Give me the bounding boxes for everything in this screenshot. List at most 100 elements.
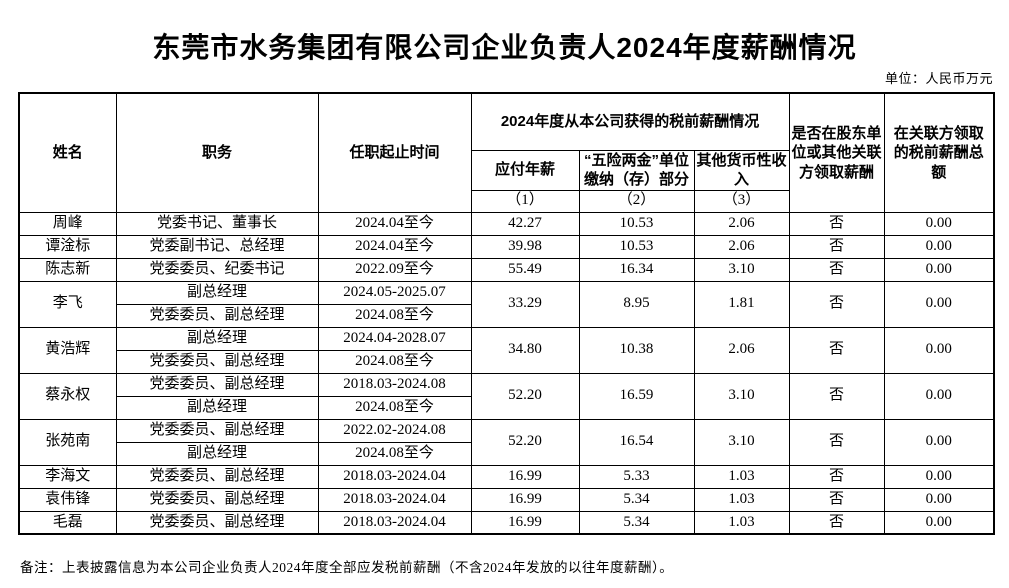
cell-position: 党委委员、纪委书记 bbox=[115, 257, 319, 282]
table-row: 蔡永权 党委委员、副总经理 2018.03-2024.08 52.20 16.5… bbox=[18, 372, 995, 420]
cell-insurance: 16.54 bbox=[578, 418, 695, 466]
cell-position: 党委委员、副总经理 bbox=[115, 510, 319, 535]
header-annual-salary: 应付年薪 bbox=[470, 149, 580, 191]
cell-related-total: 0.00 bbox=[883, 510, 995, 535]
table-subrow: 党委委员、副总经理 2024.08至今 bbox=[19, 349, 994, 374]
cell-term: 2024.04-2028.07 bbox=[317, 326, 472, 351]
header-salary-group: 2024年度从本公司获得的税前薪酬情况 bbox=[470, 92, 790, 151]
cell-shareholder: 否 bbox=[788, 326, 885, 374]
table-subheader-row: 应付年薪 “五险两金”单位缴纳（存）部分 其他货币性收入 bbox=[19, 149, 994, 191]
cell-related-total: 0.00 bbox=[883, 234, 995, 259]
cell-insurance: 10.53 bbox=[578, 234, 695, 259]
cell-insurance: 10.53 bbox=[578, 211, 695, 236]
footnote: 备注：上表披露信息为本公司企业负责人2024年度全部应发税前薪酬（不含2024年… bbox=[20, 560, 674, 575]
cell-term: 2018.03-2024.04 bbox=[317, 487, 472, 512]
table-row: 袁伟锋 党委委员、副总经理 2018.03-2024.04 16.99 5.34… bbox=[18, 487, 995, 512]
cell-shareholder: 否 bbox=[788, 510, 885, 535]
cell-name: 毛磊 bbox=[18, 510, 117, 535]
cell-insurance: 5.34 bbox=[578, 510, 695, 535]
table-row: 谭淦标 党委副书记、总经理 2024.04至今 39.98 10.53 2.06… bbox=[18, 234, 995, 259]
page-title: 东莞市水务集团有限公司企业负责人2024年度薪酬情况 bbox=[152, 32, 857, 63]
header-name: 姓名 bbox=[18, 92, 117, 213]
header-other-income: 其他货币性收入 bbox=[693, 149, 790, 191]
cell-other-income: 1.81 bbox=[693, 280, 790, 328]
cell-shareholder: 否 bbox=[788, 257, 885, 282]
cell-position: 党委委员、副总经理 bbox=[115, 349, 319, 374]
table-row: 李海文 党委委员、副总经理 2018.03-2024.04 16.99 5.33… bbox=[18, 464, 995, 489]
cell-shareholder: 否 bbox=[788, 464, 885, 489]
cell-annual-salary: 42.27 bbox=[470, 211, 580, 236]
cell-term: 2024.04至今 bbox=[317, 211, 472, 236]
header-term: 任职起止时间 bbox=[317, 92, 472, 213]
cell-annual-salary: 52.20 bbox=[470, 418, 580, 466]
cell-term: 2022.09至今 bbox=[317, 257, 472, 282]
cell-term: 2024.08至今 bbox=[317, 303, 472, 328]
cell-annual-salary: 16.99 bbox=[470, 510, 580, 535]
unit-note: 单位：人民币万元 bbox=[884, 71, 993, 86]
cell-annual-salary: 55.49 bbox=[470, 257, 580, 282]
cell-term: 2018.03-2024.08 bbox=[317, 372, 472, 397]
cell-position: 党委书记、董事长 bbox=[115, 211, 319, 236]
cell-insurance: 16.34 bbox=[578, 257, 695, 282]
cell-position: 党委委员、副总经理 bbox=[115, 372, 319, 397]
header-index-3: （3） bbox=[693, 189, 790, 213]
cell-insurance: 8.95 bbox=[578, 280, 695, 328]
table-subrow: 党委委员、副总经理 2024.08至今 bbox=[19, 303, 994, 328]
cell-shareholder: 否 bbox=[788, 372, 885, 420]
cell-other-income: 3.10 bbox=[693, 257, 790, 282]
cell-position: 党委委员、副总经理 bbox=[115, 464, 319, 489]
table-row: 周峰 党委书记、董事长 2024.04至今 42.27 10.53 2.06 否… bbox=[18, 211, 995, 236]
table-row: 李飞 副总经理 2024.05-2025.07 33.29 8.95 1.81 … bbox=[18, 280, 995, 328]
cell-name: 黄浩辉 bbox=[18, 326, 117, 374]
table-index-row: （1） （2） （3） bbox=[19, 189, 994, 213]
salary-table: 姓名 职务 任职起止时间 2024年度从本公司获得的税前薪酬情况 是否在股东单位… bbox=[18, 92, 996, 535]
cell-insurance: 5.33 bbox=[578, 464, 695, 489]
table-subrow: 副总经理 2024.08至今 bbox=[19, 441, 994, 466]
cell-position: 党委委员、副总经理 bbox=[115, 418, 319, 443]
cell-related-total: 0.00 bbox=[883, 326, 995, 374]
cell-shareholder: 否 bbox=[788, 280, 885, 328]
cell-position: 副总经理 bbox=[115, 280, 319, 305]
cell-position: 副总经理 bbox=[115, 395, 319, 420]
cell-shareholder: 否 bbox=[788, 234, 885, 259]
cell-name: 张苑南 bbox=[18, 418, 117, 466]
cell-term: 2022.02-2024.08 bbox=[317, 418, 472, 443]
cell-annual-salary: 33.29 bbox=[470, 280, 580, 328]
cell-term: 2024.08至今 bbox=[317, 395, 472, 420]
cell-other-income: 3.10 bbox=[693, 418, 790, 466]
cell-term: 2024.05-2025.07 bbox=[317, 280, 472, 305]
cell-related-total: 0.00 bbox=[883, 257, 995, 282]
cell-annual-salary: 39.98 bbox=[470, 234, 580, 259]
cell-position: 党委委员、副总经理 bbox=[115, 487, 319, 512]
header-index-2: （2） bbox=[578, 189, 695, 213]
cell-position: 副总经理 bbox=[115, 441, 319, 466]
cell-term: 2018.03-2024.04 bbox=[317, 464, 472, 489]
header-index-1: （1） bbox=[470, 189, 580, 213]
cell-name: 陈志新 bbox=[18, 257, 117, 282]
cell-position: 党委委员、副总经理 bbox=[115, 303, 319, 328]
cell-shareholder: 否 bbox=[788, 418, 885, 466]
cell-annual-salary: 16.99 bbox=[470, 487, 580, 512]
table-row: 张苑南 党委委员、副总经理 2022.02-2024.08 52.20 16.5… bbox=[18, 418, 995, 466]
cell-other-income: 1.03 bbox=[693, 464, 790, 489]
header-shareholder-pay: 是否在股东单位或其他关联方领取薪酬 bbox=[788, 92, 885, 213]
cell-related-total: 0.00 bbox=[883, 211, 995, 236]
cell-related-total: 0.00 bbox=[883, 487, 995, 512]
cell-name: 袁伟锋 bbox=[18, 487, 117, 512]
cell-term: 2024.04至今 bbox=[317, 234, 472, 259]
header-insurance: “五险两金”单位缴纳（存）部分 bbox=[578, 149, 695, 191]
cell-insurance: 10.38 bbox=[578, 326, 695, 374]
cell-other-income: 1.03 bbox=[693, 510, 790, 535]
table-header-row: 姓名 职务 任职起止时间 2024年度从本公司获得的税前薪酬情况 是否在股东单位… bbox=[18, 92, 995, 213]
cell-position: 副总经理 bbox=[115, 326, 319, 351]
cell-related-total: 0.00 bbox=[883, 280, 995, 328]
cell-annual-salary: 16.99 bbox=[470, 464, 580, 489]
cell-name: 李飞 bbox=[18, 280, 117, 328]
table-row: 黄浩辉 副总经理 2024.04-2028.07 34.80 10.38 2.0… bbox=[18, 326, 995, 374]
cell-term: 2024.08至今 bbox=[317, 349, 472, 374]
cell-annual-salary: 52.20 bbox=[470, 372, 580, 420]
cell-name: 谭淦标 bbox=[18, 234, 117, 259]
cell-related-total: 0.00 bbox=[883, 418, 995, 466]
cell-other-income: 2.06 bbox=[693, 211, 790, 236]
